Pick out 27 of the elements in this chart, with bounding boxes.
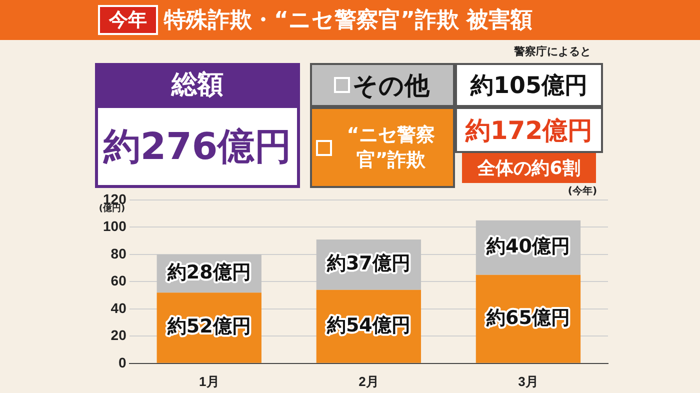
data-label: 約54億円 (326, 314, 410, 336)
text: 総額 (95, 63, 300, 105)
y-tick-label: 80 (110, 245, 127, 262)
data-label: 約65億円 (486, 306, 570, 329)
y-tick-label: 40 (110, 300, 127, 316)
data-label: 約52億円 (166, 316, 251, 338)
y-tick-label: 60 (110, 272, 127, 289)
data-label: 約40億円 (486, 236, 570, 258)
text: 約276億円 (95, 105, 300, 188)
legend-label: “ニセ警察官”詐欺 (346, 122, 436, 172)
x-tick-label: 2月 (358, 374, 379, 389)
chart-subtitle: 今年 (98, 5, 158, 35)
y-tick-label: 0 (118, 354, 127, 370)
chart-title: 特殊詐欺・“ニセ警察官”詐欺 被害額 (164, 6, 533, 35)
y-tick-label: 100 (103, 218, 127, 234)
y-axis-title: (億円) (98, 204, 126, 214)
text: (今年) (566, 184, 598, 197)
text: 約172億円 (455, 107, 603, 153)
legend-label: その他 (352, 70, 430, 102)
data-label: 約37億円 (326, 252, 410, 275)
x-tick-label: 3月 (518, 374, 538, 389)
text: 全体の約6割 (462, 153, 596, 183)
text: 約105億円 (455, 63, 603, 107)
y-tick-label: 20 (110, 327, 127, 344)
data-label: 約28億円 (166, 261, 251, 284)
text: 警察庁によると (513, 44, 592, 59)
x-tick-label: 1月 (199, 374, 220, 389)
